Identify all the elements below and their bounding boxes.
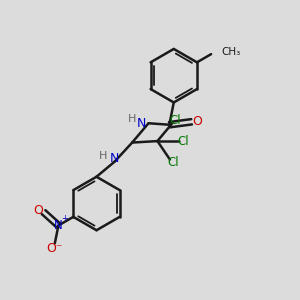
Text: H: H: [128, 114, 136, 124]
Text: N: N: [54, 219, 63, 232]
Text: O: O: [193, 115, 202, 128]
Text: CH₃: CH₃: [221, 47, 241, 57]
Text: Cl: Cl: [178, 135, 189, 148]
Text: O: O: [33, 204, 43, 217]
Text: Cl: Cl: [169, 114, 181, 128]
Text: H: H: [99, 151, 107, 161]
Text: N: N: [110, 152, 119, 165]
Text: O⁻: O⁻: [46, 242, 63, 255]
Text: Cl: Cl: [167, 156, 179, 169]
Text: +: +: [61, 214, 68, 224]
Text: N: N: [136, 117, 146, 130]
